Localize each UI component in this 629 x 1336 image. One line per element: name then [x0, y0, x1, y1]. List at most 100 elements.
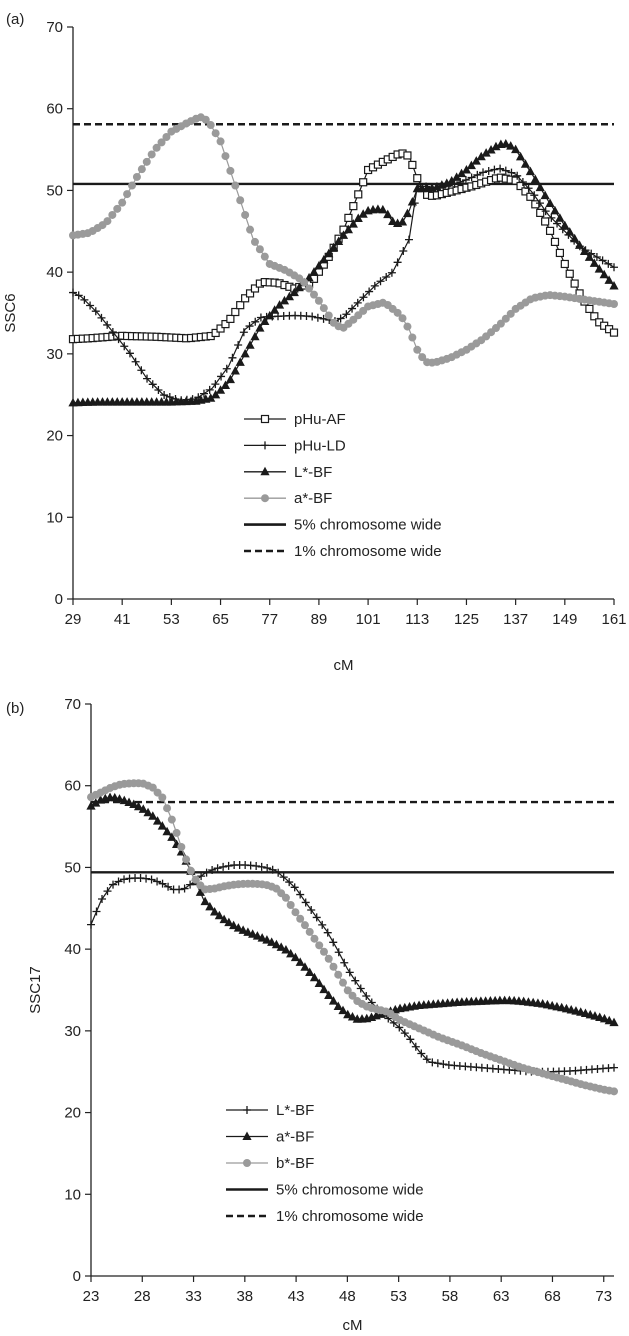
data-point: [296, 914, 305, 923]
data-point: [324, 954, 333, 963]
data-point: [599, 269, 609, 279]
data-point: [206, 393, 216, 402]
data-point: [220, 380, 231, 390]
data-point: [511, 144, 521, 154]
data-point: [239, 328, 248, 337]
data-point: [202, 868, 211, 877]
data-point: [324, 248, 334, 258]
data-point: [592, 253, 601, 262]
data-point: [403, 151, 412, 160]
data-point: [422, 1055, 431, 1064]
x-axis-label: cM: [334, 657, 354, 674]
x-tick-label: 125: [454, 611, 479, 628]
data-point: [314, 978, 324, 988]
data-point: [216, 137, 225, 146]
legend-marker: [261, 494, 269, 503]
legend-entry: pHu-LD: [244, 437, 346, 454]
data-point: [329, 242, 339, 252]
data-point: [349, 202, 358, 211]
data-point: [609, 1017, 619, 1027]
data-point: [229, 920, 239, 930]
legend-marker: [243, 1159, 251, 1167]
data-point: [484, 166, 493, 175]
data-point: [501, 166, 510, 175]
data-point: [520, 159, 531, 168]
data-point: [250, 284, 260, 293]
data-point: [359, 178, 368, 187]
data-point: [230, 366, 240, 375]
data-point: [262, 935, 272, 944]
data-point: [490, 165, 499, 174]
legend-entry: 5% chromosome wide: [244, 517, 442, 534]
data-point: [560, 220, 570, 230]
y-tick-label: 40: [64, 941, 81, 958]
panel-label: (a): [6, 11, 24, 28]
data-point: [610, 1063, 618, 1072]
data-point: [387, 268, 396, 277]
data-point: [200, 896, 210, 906]
data-point: [245, 340, 255, 349]
data-point: [119, 795, 129, 805]
panel-label: (b): [6, 700, 24, 717]
data-point: [177, 842, 186, 851]
data-point: [604, 1015, 614, 1025]
series-line: [90, 796, 615, 1024]
data-point: [314, 261, 324, 270]
data-point: [338, 230, 349, 239]
x-tick-label: 149: [552, 611, 577, 628]
data-point: [305, 284, 314, 293]
data-point: [476, 151, 486, 161]
data-point: [324, 990, 334, 999]
data-point: [610, 1087, 618, 1096]
data-point: [226, 314, 235, 323]
data-point: [304, 272, 314, 282]
data-point: [574, 240, 585, 249]
data-point: [402, 208, 413, 218]
data-point: [199, 389, 208, 398]
data-point: [245, 322, 254, 331]
y-tick-label: 60: [46, 101, 63, 118]
data-point: [80, 295, 89, 304]
data-point: [506, 309, 515, 318]
data-point: [148, 811, 158, 820]
data-point: [344, 213, 353, 222]
data-point: [251, 317, 260, 326]
data-point: [252, 861, 261, 870]
data-point: [507, 168, 516, 177]
data-point: [501, 314, 510, 323]
data-point: [338, 978, 347, 987]
data-point: [471, 156, 481, 165]
data-point: [466, 160, 476, 170]
y-tick-label: 20: [46, 428, 63, 445]
data-point: [324, 311, 333, 320]
x-axis-label: cM: [343, 1317, 363, 1334]
data-point: [153, 788, 162, 797]
data-point: [461, 165, 472, 174]
x-tick-label: 137: [503, 611, 528, 628]
legend-entry: b*-BF: [226, 1155, 314, 1172]
data-point: [92, 907, 101, 916]
data-point: [158, 793, 167, 802]
data-point: [524, 184, 533, 193]
data-point: [120, 342, 129, 351]
data-point: [201, 115, 210, 124]
data-point: [162, 826, 172, 836]
data-point: [604, 259, 613, 268]
x-tick-label: 43: [288, 1288, 305, 1305]
data-point: [211, 389, 221, 399]
data-point: [154, 385, 163, 394]
data-point: [442, 178, 452, 187]
x-tick-label: 41: [114, 611, 131, 628]
data-point: [555, 213, 565, 222]
data-point: [590, 312, 599, 321]
data-point: [250, 331, 260, 341]
data-point: [400, 1029, 409, 1038]
data-point: [307, 905, 316, 914]
legend-marker: [243, 1106, 251, 1114]
data-point: [234, 341, 243, 350]
data-point: [541, 217, 550, 226]
data-point: [328, 996, 339, 1005]
y-tick-label: 10: [64, 1186, 81, 1203]
y-tick-label: 20: [64, 1105, 81, 1122]
data-point: [343, 224, 354, 234]
